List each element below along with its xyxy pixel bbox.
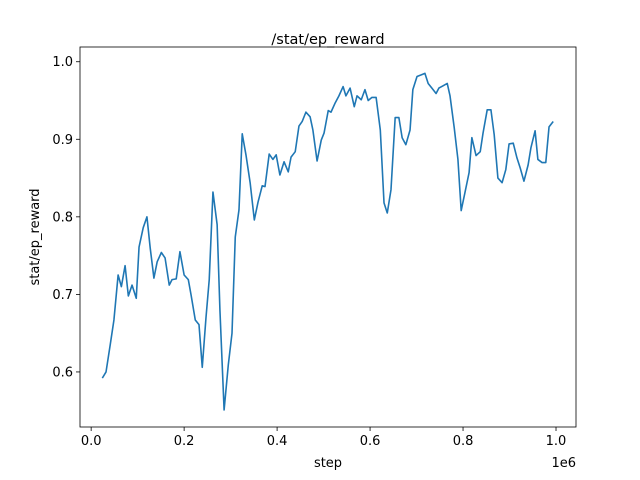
data-line <box>101 72 554 411</box>
y-tick-label: 0.7 <box>52 288 73 303</box>
y-tick-label: 0.6 <box>52 365 73 380</box>
axes-frame <box>79 46 577 428</box>
x-tick-label: 0.6 <box>360 434 381 449</box>
x-tick-label: 0.8 <box>453 434 474 449</box>
y-tick-label: 0.9 <box>52 133 73 148</box>
y-tick-label: 0.8 <box>52 210 73 225</box>
chart-title: /stat/ep_reward <box>271 32 384 48</box>
x-tick-label: 0.2 <box>174 434 195 449</box>
y-axis-label: stat/ep_reward <box>28 188 43 285</box>
x-tick-label: 1.0 <box>546 434 567 449</box>
x-offset-label: 1e6 <box>551 456 576 471</box>
x-tick-label: 0.0 <box>81 434 102 449</box>
x-tick-label: 0.4 <box>267 434 288 449</box>
x-axis-label: step <box>314 456 342 471</box>
y-tick-label: 1.0 <box>52 55 73 70</box>
